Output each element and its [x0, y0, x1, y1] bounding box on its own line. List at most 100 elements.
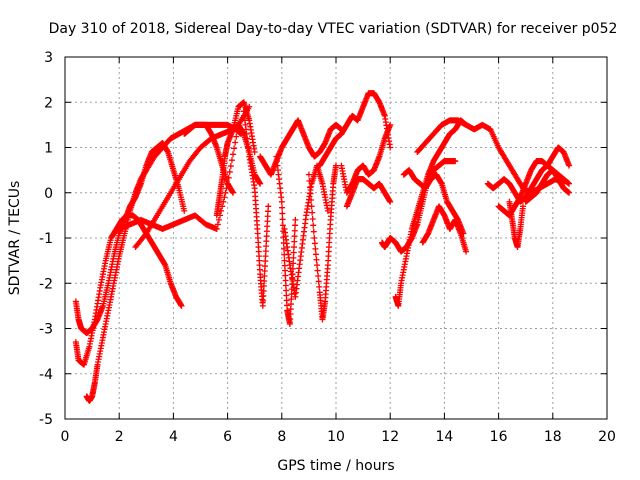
data-point — [226, 168, 233, 175]
series-sat-m — [316, 90, 394, 169]
series-sat-n — [338, 121, 394, 196]
data-point — [279, 204, 286, 211]
x-tick-label: 16 — [490, 429, 508, 445]
series-sat-o — [343, 176, 394, 210]
y-tick-label: 3 — [44, 50, 53, 66]
x-tick-label: 14 — [435, 429, 453, 445]
series-sat-u — [484, 144, 573, 205]
data-point — [316, 283, 323, 290]
x-axis-label: GPS time / hours — [277, 458, 394, 474]
y-tick-label: -4 — [39, 367, 53, 383]
data-point — [251, 149, 258, 156]
data-point — [315, 278, 322, 285]
data-point — [387, 198, 394, 205]
data-point — [227, 163, 234, 170]
data-point — [387, 144, 394, 151]
data-point — [306, 184, 313, 191]
x-tick-label: 18 — [544, 429, 562, 445]
data-point — [228, 157, 235, 164]
x-tick-label: 12 — [381, 429, 399, 445]
y-tick-label: -1 — [39, 231, 53, 247]
data-point — [311, 235, 318, 241]
data-point — [308, 196, 315, 203]
data-point — [314, 267, 321, 274]
data-point — [305, 171, 312, 178]
y-tick-label: -2 — [39, 276, 53, 292]
y-tick-label: 2 — [44, 95, 53, 111]
y-tick-label: 0 — [44, 186, 53, 202]
x-tick-label: 8 — [277, 429, 286, 445]
chart-title: Day 310 of 2018, Sidereal Day-to-day VTE… — [49, 21, 618, 37]
data-point — [279, 216, 286, 223]
data-point — [290, 260, 297, 267]
data-point — [291, 238, 298, 245]
series-sat-w — [506, 198, 526, 251]
data-point — [178, 302, 185, 309]
series-sat-t — [419, 203, 470, 255]
data-point — [230, 189, 237, 196]
data-point — [290, 249, 297, 256]
data-point — [220, 198, 227, 205]
data-point — [257, 180, 264, 187]
data-point — [314, 262, 321, 269]
data-point — [309, 215, 316, 222]
data-point — [280, 245, 287, 252]
data-point — [232, 139, 239, 146]
data-point — [307, 190, 314, 197]
data-point — [324, 207, 331, 214]
series-sat-x — [522, 167, 573, 205]
y-tick-label: -3 — [39, 322, 53, 338]
x-tick-label: 10 — [327, 429, 345, 445]
data-point — [279, 222, 286, 229]
data-point — [566, 162, 573, 169]
data-point — [233, 133, 240, 140]
series-sat-q — [392, 117, 470, 309]
data-points — [72, 90, 573, 404]
series-sat-k — [281, 162, 331, 300]
data-point — [181, 207, 188, 214]
data-point — [309, 209, 316, 216]
data-point — [308, 203, 315, 210]
series-sat-g — [181, 121, 237, 196]
x-tick-label: 20 — [598, 429, 616, 445]
data-point — [463, 248, 470, 255]
y-tick-label: -5 — [39, 412, 53, 428]
data-point — [566, 180, 573, 187]
data-point — [291, 227, 298, 234]
data-point — [213, 225, 220, 232]
series-sat-h — [240, 108, 272, 309]
data-point — [231, 145, 238, 152]
data-point — [215, 216, 222, 223]
series-sat-l — [305, 162, 339, 323]
data-point — [306, 177, 313, 184]
data-point — [218, 207, 225, 214]
data-point — [222, 189, 229, 196]
data-point — [292, 222, 299, 229]
y-axis-label: SDTVAR / TECUs — [7, 181, 23, 296]
data-point — [310, 222, 317, 229]
data-point — [519, 203, 526, 210]
data-point — [278, 198, 285, 205]
data-point — [333, 162, 339, 169]
x-tick-label: 6 — [223, 429, 232, 445]
data-point — [312, 245, 319, 252]
data-point — [313, 256, 320, 263]
x-tick-label: 4 — [169, 429, 178, 445]
data-point — [292, 216, 299, 223]
series-sat-a — [72, 212, 185, 368]
data-point — [230, 151, 237, 158]
data-point — [311, 240, 318, 247]
data-point — [291, 233, 298, 240]
data-point — [452, 158, 459, 165]
y-tick-label: 1 — [44, 141, 53, 157]
data-point — [310, 228, 317, 235]
data-point — [214, 221, 221, 228]
x-tick-label: 0 — [61, 429, 70, 445]
data-point — [312, 251, 319, 258]
data-point — [566, 189, 573, 196]
data-point — [315, 273, 322, 280]
data-point — [265, 203, 272, 210]
data-point — [387, 121, 394, 128]
